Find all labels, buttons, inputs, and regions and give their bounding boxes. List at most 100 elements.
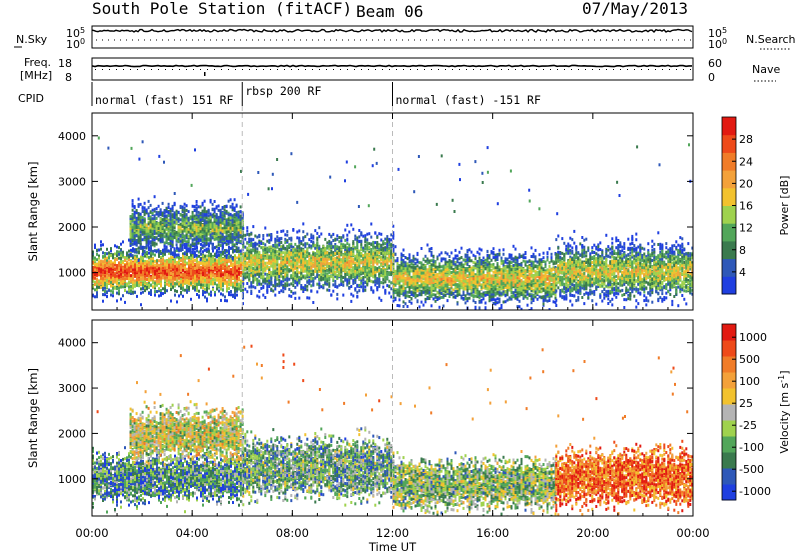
power-scatter-cell bbox=[167, 202, 170, 206]
power-scatter-cell bbox=[158, 287, 160, 291]
power-scatter-cell bbox=[126, 252, 128, 256]
power-scatter-cell bbox=[185, 221, 188, 225]
power-scatter-cell bbox=[146, 287, 148, 291]
nsearch-dot bbox=[462, 39, 463, 41]
power-scatter-cell bbox=[104, 264, 106, 268]
nave-dot bbox=[319, 69, 320, 70]
power-scatter-cell bbox=[242, 296, 244, 300]
power-scatter-cell bbox=[142, 290, 144, 294]
power-scatter-cell bbox=[151, 208, 154, 212]
power-scatter-cell bbox=[221, 247, 224, 251]
power-scatter-cell bbox=[221, 229, 224, 233]
power-scatter-cell bbox=[165, 214, 168, 218]
power-scatter-cell bbox=[219, 218, 222, 222]
power-scatter-cell bbox=[233, 198, 236, 202]
power-scatter-cell bbox=[167, 232, 170, 235]
power-scatter-cell bbox=[132, 262, 134, 266]
power-scatter-cell bbox=[240, 265, 242, 269]
power-scatter-cell bbox=[212, 270, 214, 274]
power-scatter-cell bbox=[174, 263, 176, 267]
power-scatter-cell bbox=[128, 289, 130, 293]
power-scatter-cell bbox=[206, 263, 208, 267]
power-scatter-group bbox=[92, 136, 693, 310]
power-scatter-cell bbox=[134, 274, 136, 278]
power-scatter-cell bbox=[172, 279, 174, 283]
power-scatter-cell bbox=[175, 253, 178, 257]
power-scatter-cell bbox=[108, 265, 110, 269]
power-scatter-cell bbox=[181, 240, 184, 244]
power-scatter-cell bbox=[183, 239, 186, 243]
nsearch-dot bbox=[396, 39, 397, 41]
power-scatter-cell bbox=[196, 257, 198, 261]
nsearch-dot bbox=[432, 39, 433, 41]
power-scatter-cell bbox=[233, 232, 236, 236]
power-scatter-cell bbox=[169, 236, 172, 240]
power-scatter-cell bbox=[214, 274, 216, 278]
power-scatter-cell bbox=[200, 247, 202, 251]
power-scatter-cell bbox=[215, 223, 218, 227]
power-scatter-cell bbox=[178, 284, 180, 288]
power-scatter-cell bbox=[157, 213, 160, 217]
power-scatter-cell bbox=[129, 240, 132, 244]
nave-dot bbox=[207, 69, 208, 70]
nsearch-dot bbox=[540, 39, 541, 41]
power-scatter-cell bbox=[173, 236, 176, 240]
power-scatter-cell bbox=[164, 265, 166, 268]
power-scatter-cell bbox=[142, 271, 144, 275]
power-scatter-cell bbox=[222, 258, 224, 262]
power-scatter-cell bbox=[145, 211, 148, 215]
power-scatter-cell bbox=[223, 205, 226, 208]
power-scatter-cell bbox=[228, 281, 230, 285]
nsearch-dot bbox=[630, 39, 631, 41]
power-scatter-cell bbox=[144, 252, 146, 256]
nsearch-dot bbox=[546, 39, 547, 41]
power-scatter-cell bbox=[199, 235, 202, 239]
nsearch-dot bbox=[588, 39, 589, 41]
power-scatter-cell bbox=[182, 266, 184, 270]
power-scatter-cell bbox=[106, 271, 108, 275]
power-scatter-cell bbox=[220, 267, 222, 271]
power-scatter-cell bbox=[193, 237, 196, 241]
power-scatter-cell bbox=[238, 267, 240, 271]
power-scatter-cell bbox=[194, 247, 196, 251]
power-scatter-cell bbox=[202, 286, 204, 290]
power-scatter-cell bbox=[192, 286, 194, 290]
power-scatter-cell bbox=[142, 279, 144, 283]
power-scatter-cell bbox=[203, 237, 206, 241]
power-scatter-cell bbox=[169, 250, 172, 254]
power-scatter-cell bbox=[220, 273, 222, 277]
power-scatter-cell bbox=[204, 268, 206, 272]
power-scatter-cell bbox=[131, 215, 134, 219]
power-scatter-cell bbox=[246, 256, 249, 260]
nave-dot bbox=[333, 69, 334, 70]
power-scatter-cell bbox=[219, 239, 222, 243]
power-scatter-cell bbox=[135, 239, 138, 242]
power-scatter-cell bbox=[160, 258, 162, 262]
power-scatter-cell bbox=[94, 283, 96, 286]
power-scatter-cell bbox=[153, 232, 156, 236]
nave-dot bbox=[200, 69, 201, 70]
power-scatter-cell bbox=[172, 260, 174, 264]
cpid-segment-label: rbsp 200 RF bbox=[245, 84, 321, 98]
power-scatter-cell bbox=[222, 259, 224, 263]
power-scatter-cell bbox=[154, 284, 156, 288]
power-scatter-cell bbox=[164, 287, 166, 291]
power-scatter-cell bbox=[158, 289, 160, 293]
power-scatter-cell bbox=[112, 270, 114, 274]
power-scatter-cell bbox=[177, 210, 180, 214]
power-scatter-cell bbox=[100, 270, 102, 274]
power-scatter-cell bbox=[130, 260, 132, 263]
nsearch-dot bbox=[474, 39, 475, 41]
power-scatter-cell bbox=[141, 218, 144, 222]
power-scatter-cell bbox=[168, 276, 170, 280]
nave-dot bbox=[459, 69, 460, 70]
nsearch-dot bbox=[138, 39, 139, 41]
power-scatter-cell bbox=[206, 283, 208, 287]
power-scatter-cell bbox=[228, 273, 230, 277]
power-scatter-cell bbox=[231, 232, 234, 236]
power-scatter-cell bbox=[248, 273, 251, 277]
nave-dot bbox=[494, 69, 495, 70]
nave-dot bbox=[291, 69, 292, 70]
power-scatter-cell bbox=[191, 213, 194, 217]
power-scatter-cell bbox=[96, 274, 98, 278]
